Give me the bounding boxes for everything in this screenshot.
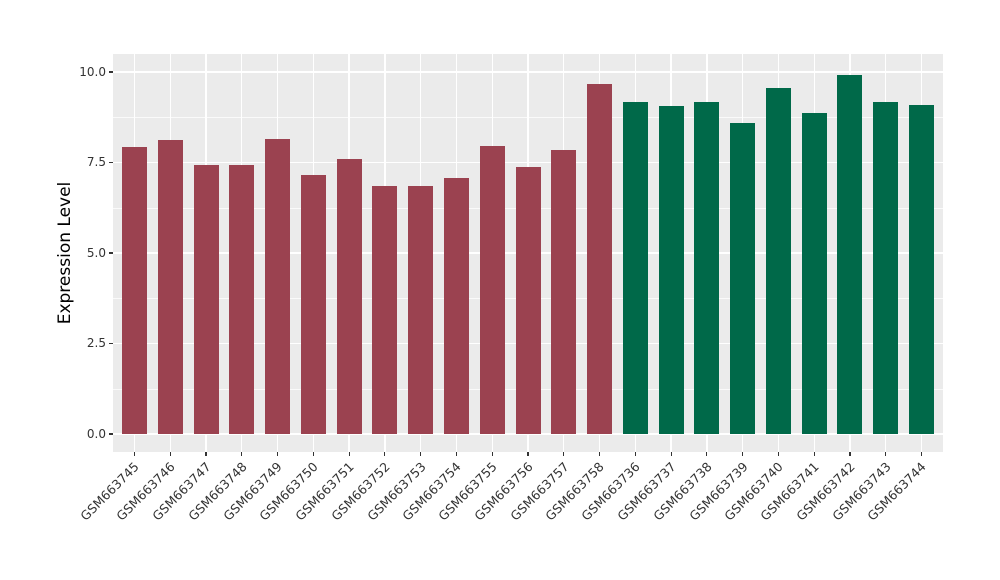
bar	[694, 101, 720, 434]
x-tick-mark	[777, 452, 780, 456]
x-tick-mark	[169, 452, 171, 456]
bar	[837, 74, 863, 434]
bar	[229, 165, 255, 434]
x-tick-mark	[312, 452, 314, 456]
y-tick-mark	[109, 433, 113, 435]
bar	[622, 102, 648, 434]
bar	[730, 122, 756, 434]
bar	[443, 177, 469, 434]
y-tick-label: 10.0	[79, 64, 106, 79]
bar	[658, 106, 684, 434]
x-tick-mark	[205, 452, 207, 456]
x-tick-mark	[276, 452, 279, 456]
bar	[336, 159, 362, 434]
bar	[909, 105, 935, 434]
bar	[265, 138, 291, 434]
gridline-major	[113, 161, 943, 164]
x-tick-mark	[670, 452, 672, 456]
x-tick-mark	[742, 452, 744, 456]
bar	[765, 87, 791, 434]
y-tick-mark	[109, 71, 113, 73]
y-tick-mark	[109, 252, 113, 254]
x-tick-mark	[420, 452, 422, 456]
gridline-major	[113, 71, 943, 73]
x-tick-mark	[527, 452, 529, 456]
x-tick-mark	[813, 452, 815, 456]
x-tick-mark	[133, 452, 136, 456]
x-tick-mark	[491, 452, 493, 456]
y-tick-label: 5.0	[86, 245, 106, 260]
x-tick-mark	[563, 452, 565, 456]
bar	[551, 149, 577, 434]
bar	[408, 186, 434, 434]
x-tick-mark	[384, 452, 386, 456]
x-tick-mark	[849, 452, 851, 456]
bar	[515, 167, 541, 434]
bar	[372, 185, 398, 434]
x-tick-mark	[241, 452, 243, 456]
bar	[873, 102, 899, 434]
bar	[801, 112, 827, 434]
x-tick-mark	[455, 452, 458, 456]
bar	[121, 146, 147, 434]
y-tick-label: 2.5	[86, 336, 106, 350]
y-tick-label: 0.0	[86, 426, 106, 441]
gridline-major	[113, 433, 943, 435]
x-tick-mark	[634, 452, 636, 456]
x-tick-mark	[598, 452, 601, 456]
bar	[587, 83, 613, 434]
bar	[479, 145, 505, 434]
y-tick-mark	[109, 161, 113, 164]
x-tick-mark	[920, 452, 923, 456]
bar	[300, 175, 326, 434]
y-tick-mark	[109, 342, 113, 345]
y-tick-label: 7.5	[86, 155, 106, 169]
bar	[193, 165, 219, 434]
plot-panel	[113, 54, 943, 452]
x-tick-mark	[348, 452, 350, 456]
x-tick-mark	[885, 452, 887, 456]
bar	[157, 140, 183, 434]
x-tick-mark	[706, 452, 708, 456]
